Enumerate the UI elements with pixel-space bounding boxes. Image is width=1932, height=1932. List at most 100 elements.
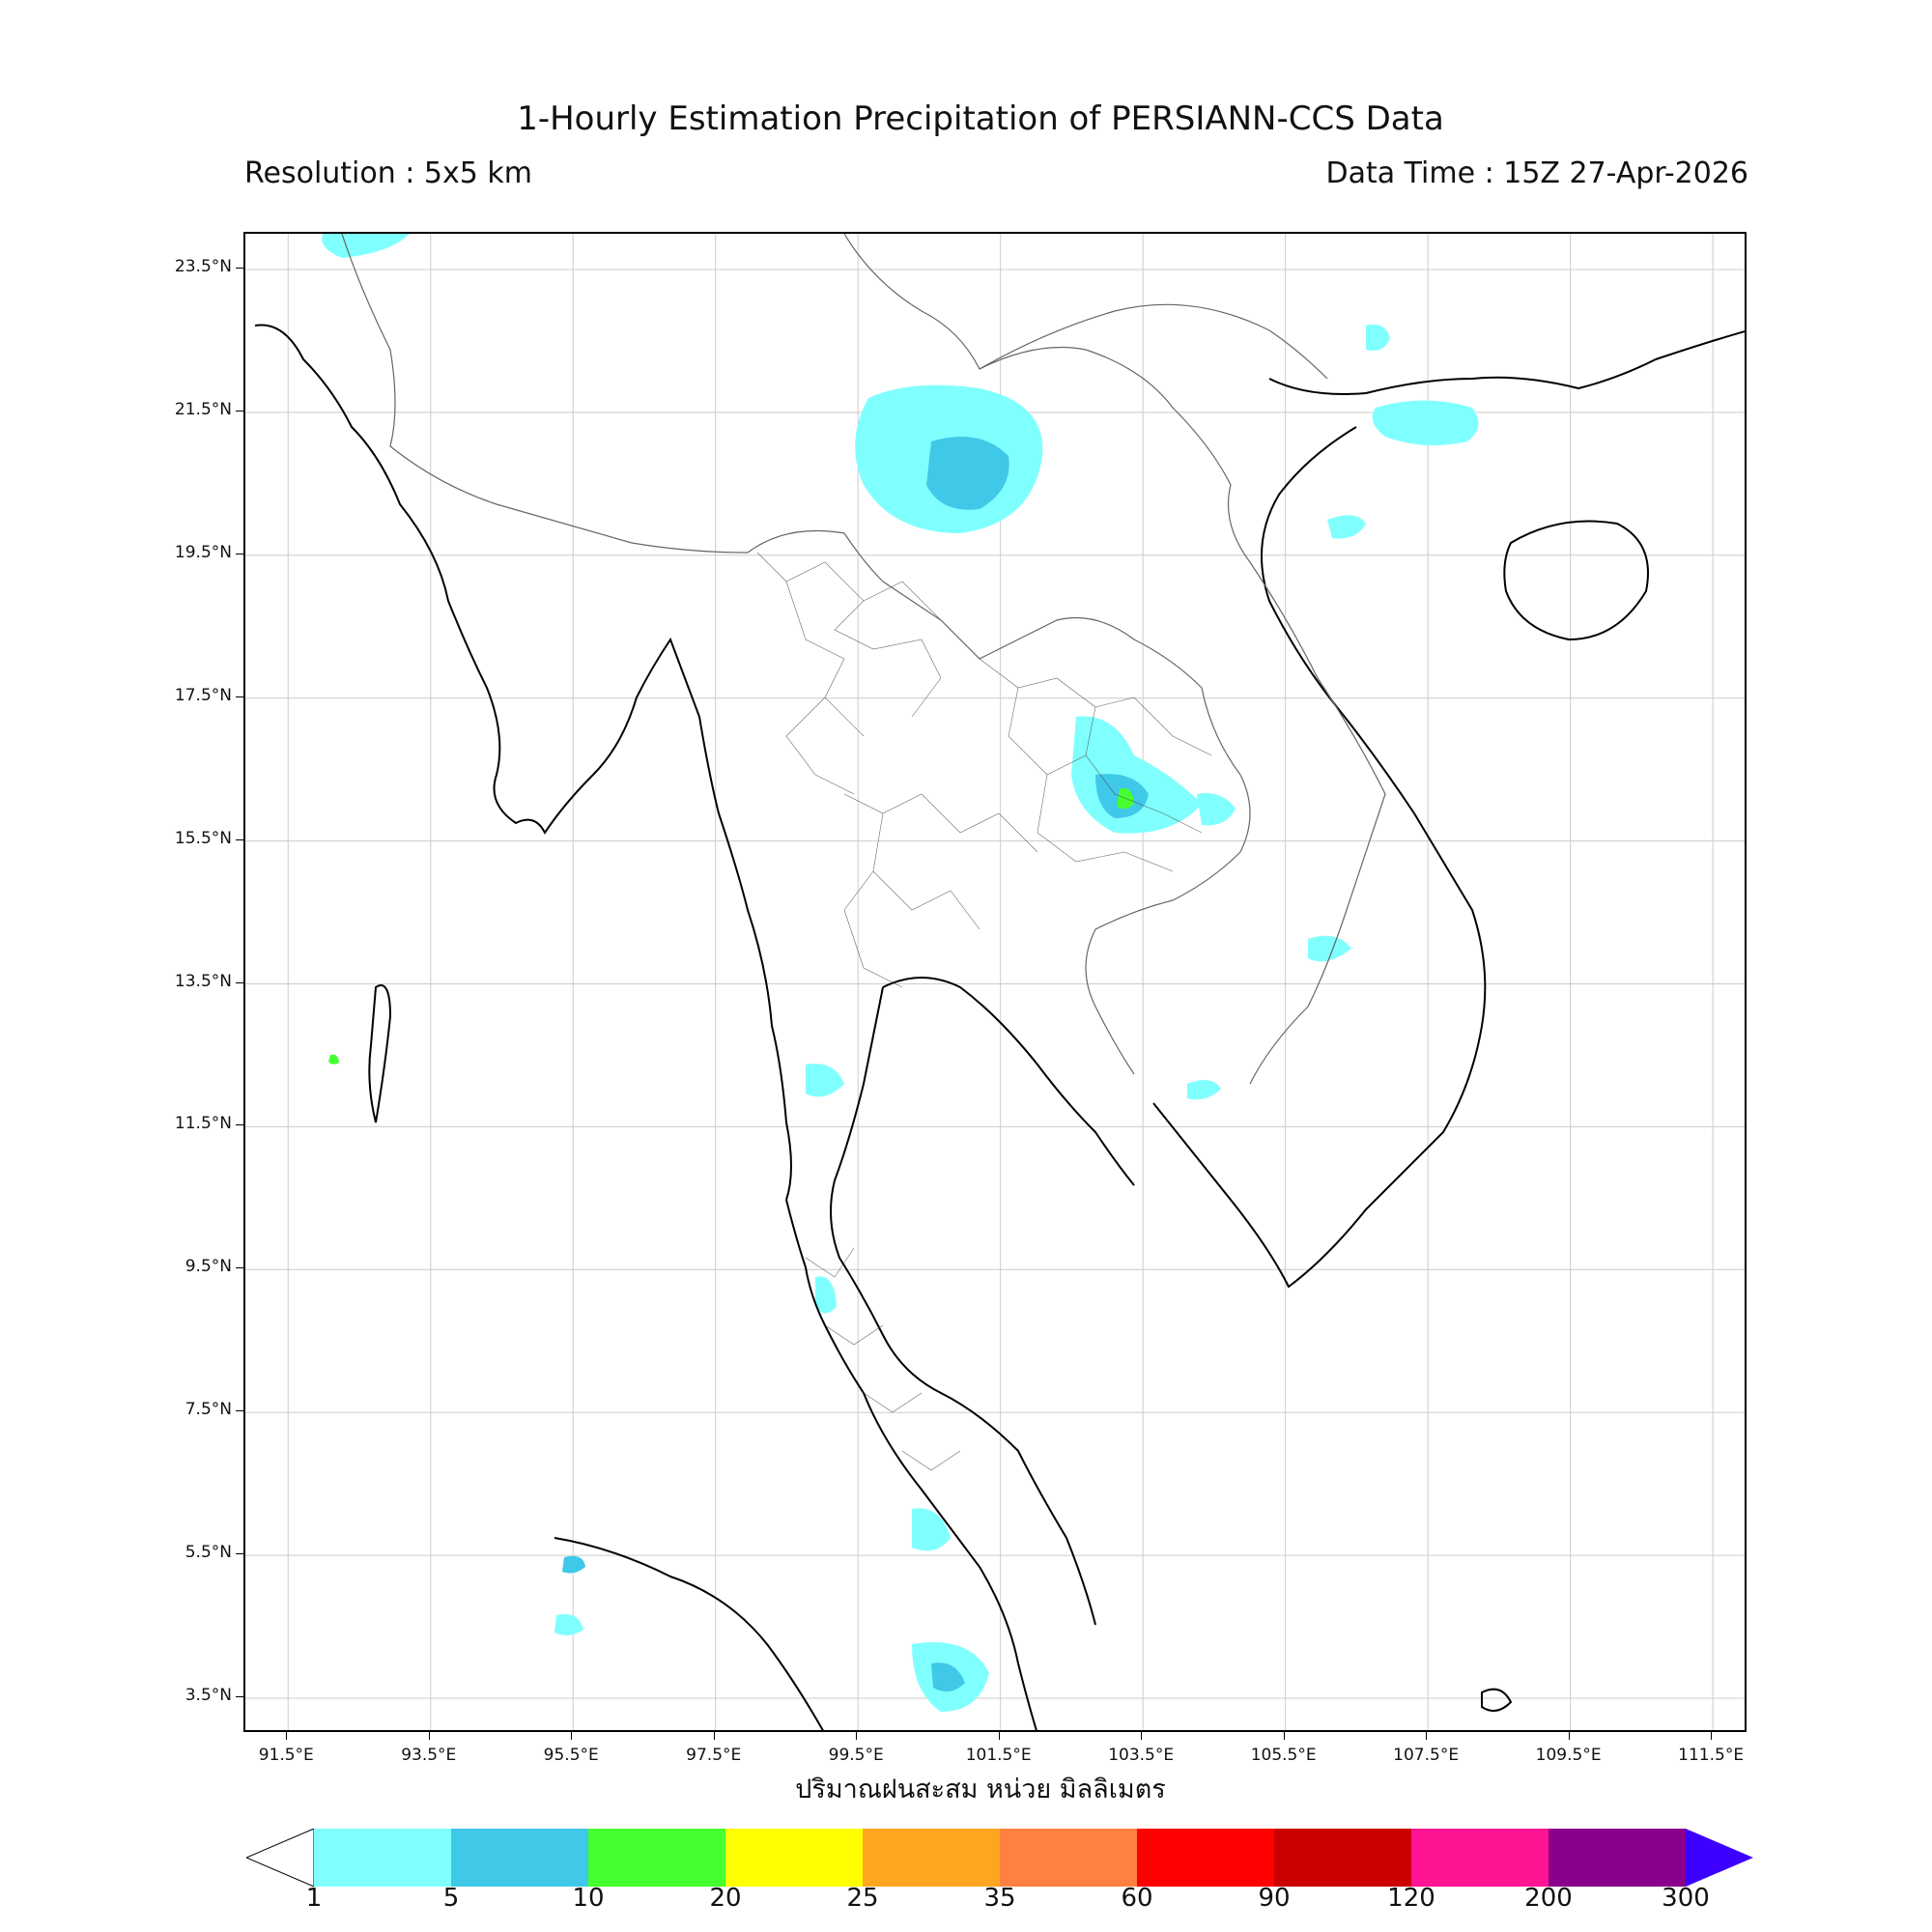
colorbar-tick-label: 60 [1121,1884,1153,1913]
lat-tick-label: 3.5°N [185,1686,232,1706]
colorbar-tick-label: 5 [442,1884,460,1913]
lon-tick [286,1732,288,1740]
colorbar-segment [588,1829,726,1887]
lon-tick-label: 101.5°E [965,1746,1032,1765]
lat-tick-label: 21.5°N [174,399,232,419]
province-lines-south [805,1247,961,1471]
lat-tick [236,1696,243,1698]
colorbar-tick-label: 10 [572,1884,605,1913]
rain-area-myanmar-north [322,234,410,258]
laos-vietnam-border [979,346,1386,1085]
gulf-thailand-coast [882,977,1135,1186]
lon-tick [1711,1732,1713,1740]
colorbar-segment [1548,1829,1687,1887]
lat-tick [236,267,243,269]
colorbar-over-triangle [1686,1829,1753,1887]
lon-tick-label: 99.5°E [828,1746,884,1765]
colorbar-tick-label: 120 [1387,1884,1435,1913]
colorbar-tick-label: 1 [305,1884,323,1913]
rain-area-sumatra [554,1614,583,1635]
lat-tick [236,1124,243,1126]
lat-tick [236,981,243,983]
lon-tick [428,1732,430,1740]
x-axis-title: ปริมาณฝนสะสม หน่วย มิลลิเมตร [795,1775,1166,1804]
precipitation-layer [322,234,1479,1712]
lon-tick [856,1732,858,1740]
rain-area-north-laos-core [926,437,1009,510]
lon-tick [1568,1732,1570,1740]
rain-area-isan-heavy [1117,788,1134,810]
lon-tick-label: 111.5°E [1678,1746,1745,1765]
rain-area-vietnam-coast [1327,515,1366,539]
colorbar-tick-label: 200 [1524,1884,1573,1913]
rain-area-andaman [1187,1080,1221,1100]
coastlines [254,324,1745,1730]
sumatra-coast [554,1537,824,1730]
province-lines-isan [979,658,1212,872]
rain-area-malaysia-1 [912,1508,951,1551]
thai-peninsula-east [830,986,1096,1626]
rain-area-malaysia-core [931,1662,965,1691]
colorbar-segment [314,1829,452,1887]
lon-tick-label: 109.5°E [1535,1746,1602,1765]
colorbar-segment [1137,1829,1275,1887]
lon-tick [713,1732,715,1740]
thai-peninsula-west [785,1199,1037,1730]
chart-title: 1-Hourly Estimation Precipitation of PER… [517,99,1444,138]
thailand-border [747,529,1251,1075]
province-lines-north [756,552,942,795]
lon-tick-label: 91.5°E [258,1746,314,1765]
lat-tick-label: 15.5°N [174,828,232,848]
thailand-provinces [756,552,1212,1471]
lat-tick [236,1553,243,1555]
rain-area-south-thai [815,1276,837,1314]
colorbar-segment [1274,1829,1412,1887]
lat-tick [236,410,243,412]
lat-tick-label: 7.5°N [185,1400,232,1420]
colorbar-tick-label: 300 [1662,1884,1710,1913]
colorbar-tick-label: 35 [983,1884,1016,1913]
rain-area-gulf-tonkin [1372,400,1479,445]
colorbar-tick-label: 25 [846,1884,879,1913]
rain-area-isan [1071,716,1202,834]
borneo-coast [1481,1688,1513,1712]
data-time-label: Data Time : 15Z 27-Apr-2026 [1325,156,1748,190]
lon-tick-label: 95.5°E [543,1746,599,1765]
hainan-island [1503,520,1649,641]
colorbar [246,1829,1753,1887]
cambodia-vietnam-coast [1152,426,1487,1289]
lon-tick-label: 105.5°E [1250,1746,1317,1765]
lat-tick-label: 13.5°N [174,971,232,991]
rain-area-nicobar [328,1054,339,1065]
china-vietnam-border [843,234,1328,380]
colorbar-segment [1000,1829,1138,1887]
lat-tick-label: 23.5°N [174,256,232,276]
rain-area-gulf-thailand [806,1064,844,1097]
lon-tick-label: 97.5°E [686,1746,742,1765]
lon-tick [1283,1732,1285,1740]
colorbar-segment [863,1829,1001,1887]
rain-area-cambodia [1308,935,1351,962]
lat-tick [236,1267,243,1269]
boundaries [341,234,1386,1085]
lon-tick [571,1732,573,1740]
colorbar-segment [1411,1829,1549,1887]
lat-tick [236,1410,243,1412]
rain-area-gulf-tonkin-2 [1366,324,1390,352]
colorbar-tick-label: 20 [709,1884,742,1913]
lat-tick [236,696,243,697]
lon-tick-label: 107.5°E [1393,1746,1460,1765]
lat-tick [236,838,243,840]
lon-tick [1141,1732,1143,1740]
map-panel [243,232,1747,1732]
andaman-islands [368,984,392,1123]
lat-tick-label: 19.5°N [174,542,232,562]
province-lines-central [843,793,1038,988]
rain-area-isan-east [1197,793,1236,826]
lat-tick-label: 9.5°N [185,1257,232,1277]
lon-tick-label: 93.5°E [401,1746,457,1765]
gridlines [245,234,1745,1730]
lon-tick [1426,1732,1428,1740]
lat-tick-label: 17.5°N [174,685,232,705]
lon-tick-label: 103.5°E [1108,1746,1175,1765]
